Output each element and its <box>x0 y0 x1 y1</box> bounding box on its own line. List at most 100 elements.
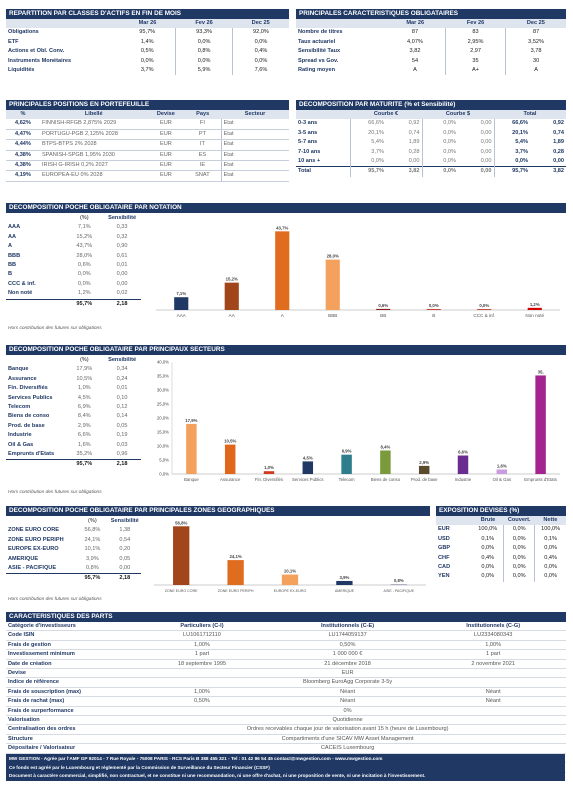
devises-table: Brute Couvert. Nette EUR 100,0% 0,0% 100,0% US… <box>436 516 566 582</box>
bar <box>173 526 190 585</box>
parts-row: Dépositaire / Valorisateur CACEIS Luxembo… <box>6 744 566 754</box>
y-tick-label: 25,0% <box>157 402 169 407</box>
bar <box>224 444 236 474</box>
data-label: 1,0% <box>264 465 274 470</box>
position-row: 4,62% FINNISH-RFGB 2,875% 2029 EUR FI Etat <box>6 119 289 130</box>
zone-row: EUROPE EX-EURO 10,1% 0,20 <box>8 546 131 553</box>
bar <box>263 471 275 474</box>
data-label: 35, <box>538 369 544 374</box>
bar <box>418 465 430 474</box>
data-label: 1,2% <box>530 302 540 307</box>
parts-row: Date de création 18 septembre 1995 21 déce… <box>6 659 566 669</box>
parts-row: Catégorie d'investisseurs Particuliers (C… <box>6 622 566 631</box>
parts-section: CARACTERISTIQUES DES PARTS Catégorie d'i… <box>6 612 566 773</box>
parts-table: Catégorie d'investisseurs Particuliers (C… <box>6 622 566 773</box>
parts-title: CARACTERISTIQUES DES PARTS <box>6 612 566 622</box>
maturite-row: Total 95,7% 3,82 0,0% 0,00 95,7% 3,82 <box>296 166 566 177</box>
maturite-table: Courbe € Courbe $ Total 0-3 ans 66,6% 0,92 0,… <box>296 110 566 177</box>
data-label: 3,9% <box>340 575 350 580</box>
repartition-table: Mar 26 Fev 26 Dec 25 Obligations 95,7% 93,3%… <box>6 19 289 76</box>
zone-row: ASIE - PACIFIQUE 0,8% 0,00 <box>8 565 131 572</box>
notation-row: B 0,0% 0,00 <box>8 271 128 278</box>
data-label: 4,5% <box>303 455 313 460</box>
data-label: 6,9% <box>342 449 352 454</box>
position-row: 4,47% PORTUGU-PGB 2,125% 2028 EUR PT Etat <box>6 129 289 141</box>
bar <box>186 423 197 474</box>
repartition-row: Liquidités 3,7% 5,9% 7,6% <box>6 66 289 76</box>
category-label: Assurance <box>220 477 241 482</box>
secteurs-title: DECOMPOSITION POCHE OBLIGATAIRE PAR PRIN… <box>6 345 566 355</box>
zones-section: DECOMPOSITION POCHE OBLIGATAIRE PAR PRIN… <box>6 506 430 516</box>
footer-line-2: Ce fonds est agréé par le Luxembourg et … <box>9 764 270 770</box>
secteur-row: Biens de conso 8,4% 0,14 <box>8 413 128 420</box>
category-label: B <box>432 313 435 318</box>
category-label: ZONE EURO PERIPH <box>218 589 254 593</box>
caract-oblig-table: Mar 26 Fev 26 Dec 25 Nombre de titres 87 83 8… <box>296 19 566 76</box>
category-label: Oil & Gas <box>493 477 511 482</box>
positions-section: PRINCIPALES POSITIONS EN PORTEFEUILLE % L… <box>6 100 289 182</box>
bar <box>302 461 314 474</box>
category-label: Banque <box>184 477 199 482</box>
category-label: Services Publics <box>292 477 324 482</box>
parts-row: Structure Compartiments d'une SICAV MW As… <box>6 734 566 744</box>
bar <box>281 574 299 585</box>
data-label: 0,6% <box>378 303 388 308</box>
zone-row: ZONE EURO PERIPH 24,1% 0,54 <box>8 536 131 543</box>
category-label: Emprunts d'Etats <box>524 477 557 482</box>
caract-oblig-title: PRINCIPALES CARACTERISTIQUES OBLIGATAIRE… <box>296 9 566 19</box>
zone-row: AMERIQUE 3,9% 0,05 <box>8 555 131 562</box>
bar <box>426 309 441 310</box>
notation-row: BB 0,6% 0,01 <box>8 262 128 269</box>
bar <box>390 584 407 585</box>
secteur-row: Telecom 6,9% 0,12 <box>8 404 128 411</box>
data-label: 6,6% <box>458 450 468 455</box>
maturite-title: DECOMPOSITION PAR MATURITE (% et Sensibi… <box>296 100 566 110</box>
notation-section: DECOMPOSITION POCHE OBLIGATAIRE PAR NOTA… <box>6 203 566 213</box>
caract-oblig-row: Rating moyen A A+ A <box>296 66 566 76</box>
y-tick-label: 20,0% <box>157 416 169 421</box>
notation-table-wrap: (%) Sensibilité AAA 7,1% 0,33 AA 15,2% 0,32 A 43… <box>6 214 141 310</box>
secteur-row: Industrie 6,6% 0,19 <box>8 432 128 439</box>
bar <box>376 308 391 310</box>
zone-row-total: 95,7% 2,18 <box>6 573 141 584</box>
data-label: 8,4% <box>381 444 391 449</box>
parts-row: Code ISIN LU1061712110 LU1744059137 LU23340… <box>6 631 566 641</box>
maturite-row: 0-3 ans 66,6% 0,92 0,0% 0,00 66,6% 0,92 <box>296 119 566 129</box>
category-label: BBB <box>328 313 337 318</box>
notation-row: AAA 7,1% 0,33 <box>8 224 128 231</box>
parts-row: Frais de surperformance 0% <box>6 706 566 716</box>
category-label: Telecom <box>339 477 355 482</box>
data-label: 15,2% <box>226 277 238 282</box>
devise-row: GBP 0,0% 0,0% 0,0% <box>436 544 566 554</box>
bar <box>457 455 469 474</box>
notation-row: Non noté 1,2% 0,02 <box>8 290 128 297</box>
y-tick-label: 30,0% <box>157 388 169 393</box>
footer-line-3: Document à caractère commercial, simplif… <box>9 773 426 779</box>
devise-row: USD 0,1% 0,0% 0,1% <box>436 534 566 545</box>
parts-row: Devise EUR <box>6 669 566 678</box>
position-row: 4,38% SPANISH-SPGB 1,95% 2030 EUR ES Etat <box>6 150 289 162</box>
category-label: AAA <box>177 313 187 318</box>
bar <box>535 375 546 474</box>
footer: MW GESTION - Agrée par l'AMF GP 92014 - … <box>6 754 565 781</box>
caract-oblig-section: PRINCIPALES CARACTERISTIQUES OBLIGATAIRE… <box>296 9 566 76</box>
category-label: Prod. de base <box>411 477 438 482</box>
notation-note: Hors contribution des futures sur obliga… <box>8 326 102 331</box>
category-label: ASIE - PACIFIQUE <box>384 589 415 593</box>
maturite-row: 5-7 ans 5,4% 1,89 0,0% 0,00 5,4% 1,89 <box>296 138 566 148</box>
data-label: 0,0% <box>479 303 489 308</box>
repartition-section: REPARTITION PAR CLASSES D'ACTIFS EN FIN … <box>6 9 289 76</box>
parts-row: Frais de rachat (max) 0,50% Néant Néant <box>6 697 566 707</box>
y-tick-label: 35,0% <box>157 374 169 379</box>
zones-title: DECOMPOSITION POCHE OBLIGATAIRE PAR PRIN… <box>6 506 430 516</box>
zones-chart: 56,8% ZONE EURO CORE 24,1% ZONE EURO PERIPH… <box>154 520 426 593</box>
data-label: 2,9% <box>419 460 429 465</box>
bar <box>227 560 244 585</box>
y-tick-label: 5,0% <box>159 458 169 463</box>
devises-section: EXPOSITION DEVISES (%) Brute Couvert. Nett… <box>436 506 566 582</box>
devise-row: EUR 100,0% 0,0% 100,0% <box>436 525 566 535</box>
secteur-row-total: 95,7% 2,18 <box>6 459 141 470</box>
parts-row: Indice de référence Bloomberg EuroAgg Cor… <box>6 678 566 688</box>
category-label: Non noté <box>525 313 544 318</box>
category-label: Fin. Diversifiés <box>255 477 283 482</box>
